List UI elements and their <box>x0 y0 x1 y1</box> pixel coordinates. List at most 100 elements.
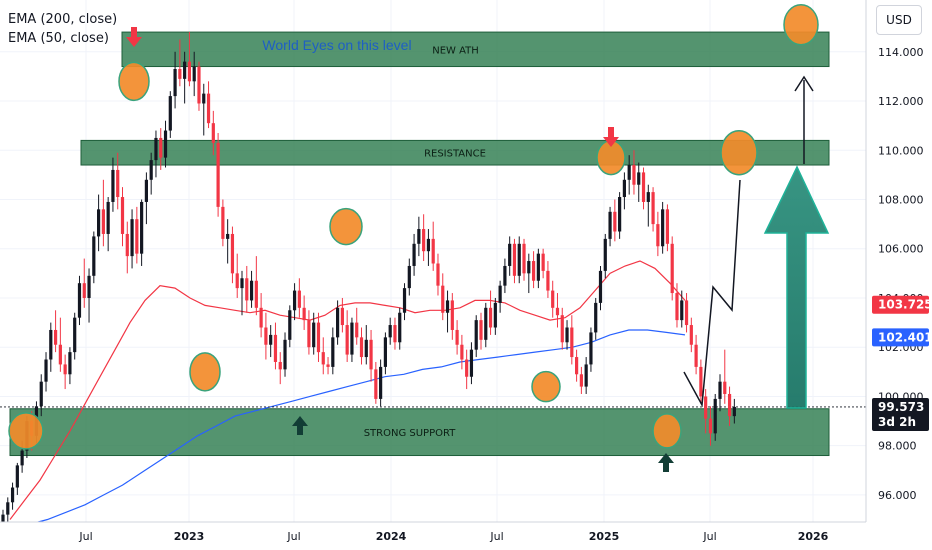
candle[interactable] <box>460 334 464 370</box>
candle[interactable] <box>680 290 684 328</box>
candle[interactable] <box>393 317 397 350</box>
candle[interactable] <box>264 312 268 360</box>
candle[interactable] <box>512 238 517 284</box>
candle[interactable] <box>670 236 674 301</box>
candle[interactable] <box>527 253 531 294</box>
candle[interactable] <box>245 265 249 313</box>
candle[interactable] <box>97 194 101 252</box>
candle[interactable] <box>254 256 258 316</box>
candle[interactable] <box>718 374 722 412</box>
candle[interactable] <box>603 233 607 279</box>
candle[interactable] <box>637 162 641 202</box>
candle[interactable] <box>211 110 215 156</box>
candle[interactable] <box>469 342 474 385</box>
candle[interactable] <box>259 293 263 338</box>
candle[interactable] <box>92 231 96 284</box>
candle[interactable] <box>374 361 378 404</box>
candle[interactable] <box>704 389 708 434</box>
zone-new-ath[interactable] <box>121 31 830 68</box>
candle[interactable] <box>517 236 521 284</box>
ema50-legend[interactable]: EMA (50, close) <box>8 31 109 46</box>
candle[interactable] <box>364 325 368 365</box>
highlight-marker[interactable] <box>8 412 44 450</box>
big-up-arrow[interactable] <box>763 165 830 409</box>
candle[interactable] <box>398 307 402 350</box>
candle[interactable] <box>684 293 689 333</box>
candle[interactable] <box>508 236 512 276</box>
candle[interactable] <box>565 320 569 350</box>
candle[interactable] <box>589 327 593 372</box>
candle[interactable] <box>484 302 488 348</box>
highlight-marker[interactable] <box>118 61 150 102</box>
candle[interactable] <box>699 359 703 404</box>
candle[interactable] <box>355 307 359 345</box>
candle[interactable] <box>570 315 574 365</box>
candle[interactable] <box>441 273 445 321</box>
candle[interactable] <box>646 184 650 227</box>
candle[interactable] <box>388 317 392 345</box>
candle[interactable] <box>216 133 220 217</box>
zone-strong-support[interactable] <box>9 408 830 457</box>
candle[interactable] <box>426 229 431 266</box>
candle[interactable] <box>412 233 416 276</box>
candle[interactable] <box>479 312 483 350</box>
candle[interactable] <box>675 283 679 328</box>
candle[interactable] <box>656 211 660 257</box>
candle[interactable] <box>503 258 507 294</box>
candle[interactable] <box>493 297 497 335</box>
candle[interactable] <box>206 81 211 129</box>
candle[interactable] <box>159 128 163 170</box>
candle[interactable] <box>144 172 148 225</box>
candle[interactable] <box>340 297 344 333</box>
candle[interactable] <box>465 349 469 390</box>
candle[interactable] <box>44 352 48 392</box>
candle[interactable] <box>73 312 77 360</box>
candle[interactable] <box>125 221 129 274</box>
candle[interactable] <box>307 310 311 355</box>
candle[interactable] <box>273 322 278 370</box>
candle[interactable] <box>183 51 187 104</box>
candle[interactable] <box>63 354 67 390</box>
candle[interactable] <box>661 201 665 254</box>
candle[interactable] <box>82 258 86 308</box>
candle[interactable] <box>584 357 588 394</box>
projection-path[interactable] <box>683 179 741 408</box>
candle[interactable] <box>694 334 698 375</box>
candle[interactable] <box>379 359 383 407</box>
candle[interactable] <box>723 349 727 404</box>
candle[interactable] <box>598 265 603 311</box>
candle[interactable] <box>445 290 450 333</box>
highlight-marker[interactable] <box>329 207 363 246</box>
candle[interactable] <box>422 214 426 262</box>
ema200-price-label[interactable]: 102.401 <box>872 328 932 347</box>
candle[interactable] <box>111 157 115 212</box>
candle[interactable] <box>15 462 19 495</box>
candle[interactable] <box>622 172 626 210</box>
candle[interactable] <box>336 300 340 345</box>
candle[interactable] <box>269 325 273 358</box>
candle[interactable] <box>230 226 235 284</box>
candle[interactable] <box>49 322 53 372</box>
candle[interactable] <box>450 293 454 340</box>
candle[interactable] <box>87 268 91 323</box>
candle[interactable] <box>345 310 349 362</box>
candle[interactable] <box>249 270 254 308</box>
candle[interactable] <box>120 187 125 247</box>
candle[interactable] <box>278 352 282 385</box>
candle[interactable] <box>732 398 736 424</box>
candle[interactable] <box>541 248 545 279</box>
candle[interactable] <box>402 283 407 321</box>
candle[interactable] <box>369 329 373 382</box>
highlight-marker[interactable] <box>531 370 561 403</box>
candle[interactable] <box>431 221 435 271</box>
candle[interactable] <box>140 199 144 266</box>
candle[interactable] <box>173 51 177 109</box>
ema50-line[interactable] <box>9 260 686 520</box>
candle[interactable] <box>106 197 110 252</box>
candle[interactable] <box>68 347 72 385</box>
candle[interactable] <box>53 310 58 353</box>
highlight-marker[interactable] <box>720 129 758 176</box>
